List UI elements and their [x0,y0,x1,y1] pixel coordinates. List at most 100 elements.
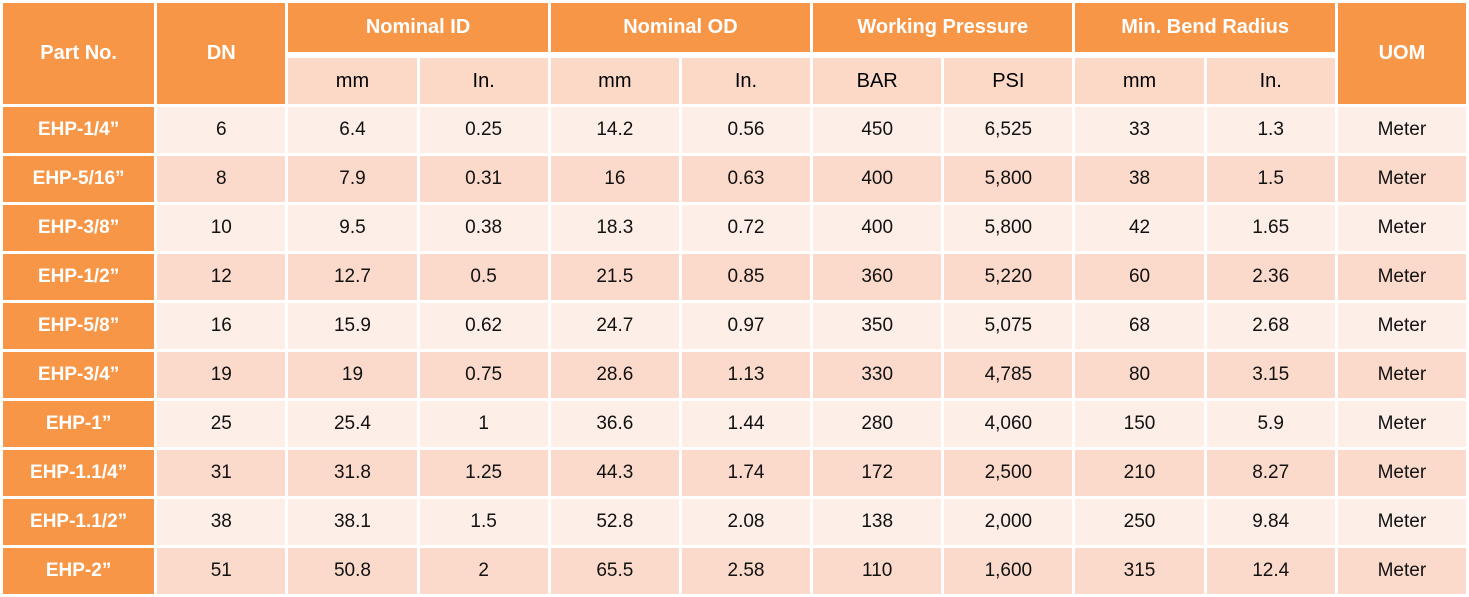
psi-cell: 5,800 [944,205,1073,251]
bend-mm-cell: 60 [1075,254,1204,300]
bend-mm-cell: 150 [1075,401,1204,447]
id-in-cell: 1.25 [419,450,548,496]
subheader-od-mm: mm [550,55,679,104]
psi-cell: 4,785 [944,352,1073,398]
dn-cell: 51 [157,548,286,594]
header-row: Part No. DN Nominal ID Nominal OD Workin… [3,3,1466,104]
id-mm-cell: 50.8 [288,548,417,594]
dn-cell: 6 [157,107,286,153]
od-mm-cell: 24.7 [550,303,679,349]
header-working-pressure: Working Pressure [813,3,1073,52]
uom-cell: Meter [1337,205,1466,251]
bar-cell: 360 [813,254,942,300]
bend-in-cell: 9.84 [1206,499,1335,545]
od-mm-cell: 65.5 [550,548,679,594]
id-mm-cell: 38.1 [288,499,417,545]
bar-cell: 450 [813,107,942,153]
bend-in-cell: 2.36 [1206,254,1335,300]
dn-cell: 19 [157,352,286,398]
od-mm-cell: 16 [550,156,679,202]
od-in-cell: 2.58 [681,548,811,594]
bend-in-cell: 12.4 [1206,548,1335,594]
psi-cell: 6,525 [944,107,1073,153]
bend-in-cell: 1.65 [1206,205,1335,251]
table-row: EHP-1” 25 25.4 1 36.6 1.44 280 4,060 150… [3,401,1466,447]
uom-cell: Meter [1337,401,1466,447]
dn-cell: 16 [157,303,286,349]
psi-cell: 2,500 [944,450,1073,496]
od-in-cell: 1.44 [681,401,811,447]
od-in-cell: 0.72 [681,205,811,251]
od-mm-cell: 18.3 [550,205,679,251]
bar-cell: 330 [813,352,942,398]
header-dn: DN [157,3,286,104]
part-number-cell: EHP-1” [3,401,155,447]
bend-mm-cell: 250 [1075,499,1204,545]
bar-cell: 400 [813,205,942,251]
id-in-cell: 0.25 [419,107,548,153]
od-in-cell: 0.97 [681,303,811,349]
uom-cell: Meter [1337,450,1466,496]
psi-cell: 4,060 [944,401,1073,447]
part-number-cell: EHP-1/2” [3,254,155,300]
bend-mm-cell: 68 [1075,303,1204,349]
bar-cell: 350 [813,303,942,349]
bend-mm-cell: 33 [1075,107,1204,153]
part-number-cell: EHP-3/4” [3,352,155,398]
id-mm-cell: 25.4 [288,401,417,447]
id-in-cell: 0.62 [419,303,548,349]
subheader-id-in: In. [419,55,548,104]
dn-cell: 31 [157,450,286,496]
subheader-od-in: In. [681,55,811,104]
subheader-wp-bar: BAR [813,55,942,104]
id-mm-cell: 19 [288,352,417,398]
id-in-cell: 1 [419,401,548,447]
bar-cell: 110 [813,548,942,594]
od-in-cell: 0.85 [681,254,811,300]
part-number-cell: EHP-1.1/2” [3,499,155,545]
part-number-cell: EHP-3/8” [3,205,155,251]
header-uom: UOM [1337,3,1466,104]
bend-mm-cell: 80 [1075,352,1204,398]
bar-cell: 138 [813,499,942,545]
id-in-cell: 0.5 [419,254,548,300]
uom-cell: Meter [1337,254,1466,300]
id-mm-cell: 12.7 [288,254,417,300]
table-row: EHP-3/4” 19 19 0.75 28.6 1.13 330 4,785 … [3,352,1466,398]
dn-cell: 38 [157,499,286,545]
bar-cell: 172 [813,450,942,496]
od-mm-cell: 52.8 [550,499,679,545]
od-mm-cell: 14.2 [550,107,679,153]
od-mm-cell: 28.6 [550,352,679,398]
psi-cell: 5,220 [944,254,1073,300]
bar-cell: 400 [813,156,942,202]
header-min-bend-radius: Min. Bend Radius [1075,3,1335,52]
id-mm-cell: 6.4 [288,107,417,153]
table-row: EHP-1/2” 12 12.7 0.5 21.5 0.85 360 5,220… [3,254,1466,300]
bend-in-cell: 2.68 [1206,303,1335,349]
psi-cell: 5,800 [944,156,1073,202]
psi-cell: 1,600 [944,548,1073,594]
table-row: EHP-5/16” 8 7.9 0.31 16 0.63 400 5,800 3… [3,156,1466,202]
subheader-wp-psi: PSI [944,55,1073,104]
header-nominal-id: Nominal ID [288,3,548,52]
bend-mm-cell: 210 [1075,450,1204,496]
id-in-cell: 0.75 [419,352,548,398]
table-row: EHP-1/4” 6 6.4 0.25 14.2 0.56 450 6,525 … [3,107,1466,153]
od-in-cell: 1.13 [681,352,811,398]
dn-cell: 25 [157,401,286,447]
bend-in-cell: 8.27 [1206,450,1335,496]
od-in-cell: 1.74 [681,450,811,496]
id-mm-cell: 9.5 [288,205,417,251]
table-row: EHP-5/8” 16 15.9 0.62 24.7 0.97 350 5,07… [3,303,1466,349]
od-in-cell: 0.63 [681,156,811,202]
id-mm-cell: 15.9 [288,303,417,349]
part-number-cell: EHP-1/4” [3,107,155,153]
od-mm-cell: 44.3 [550,450,679,496]
id-in-cell: 1.5 [419,499,548,545]
id-in-cell: 0.38 [419,205,548,251]
header-part-no: Part No. [3,3,155,104]
subheader-row: mm In. mm In. BAR PSI mm In. [3,55,1466,104]
table-row: EHP-2” 51 50.8 2 65.5 2.58 110 1,600 315… [3,548,1466,594]
